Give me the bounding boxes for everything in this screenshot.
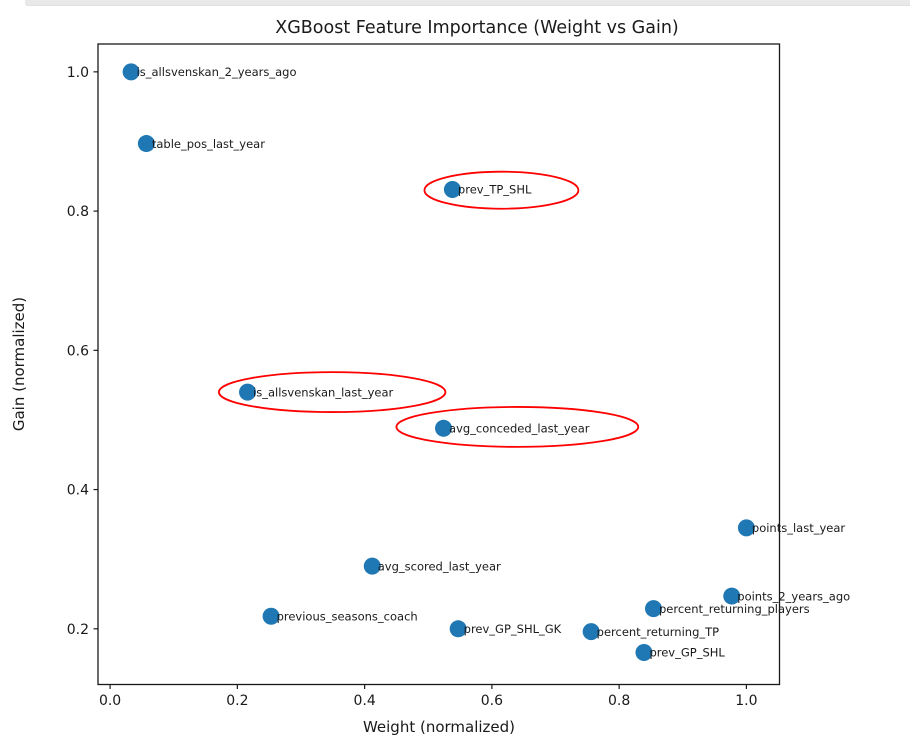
y-tick-label: 0.4 xyxy=(67,483,89,499)
x-tick-label: 0.0 xyxy=(99,693,121,709)
y-axis-label: Gain (normalized) xyxy=(10,297,28,431)
point-label-prev_GP_SHL_GK: prev_GP_SHL_GK xyxy=(464,622,562,636)
point-label-prev_TP_SHL: prev_TP_SHL xyxy=(458,183,532,197)
x-tick-label: 1.0 xyxy=(735,693,757,709)
point-label-percent_returning_TP: percent_returning_TP xyxy=(597,625,720,639)
point-label-previous_seasons_coach: previous_seasons_coach xyxy=(277,609,418,623)
data-point-percent_returning_players xyxy=(645,600,663,618)
data-point-prev_GP_SHL xyxy=(635,643,653,661)
point-label-percent_returning_players: percent_returning_players xyxy=(659,602,810,616)
point-label-avg_scored_last_year: avg_scored_last_year xyxy=(378,559,501,573)
plot-area: 0.0 0.2 0.4 0.6 0.8 1.0 0.2 0.4 0.6 0.8 1.0 is_alls… xyxy=(67,43,850,709)
highlight-ellipse-prev_TP_SHL xyxy=(423,170,580,210)
y-tick-label: 1.0 xyxy=(67,65,89,81)
data-point-avg_conceded_last_year xyxy=(435,419,453,437)
data-point-prev_GP_SHL_GK xyxy=(449,620,467,638)
chart-title: XGBoost Feature Importance (Weight vs Ga… xyxy=(275,18,679,38)
x-tick-label: 0.6 xyxy=(481,693,503,709)
x-tick-label: 0.2 xyxy=(226,693,248,709)
point-label-is_allsvenskan_2_years_ago: is_allsvenskan_2_years_ago xyxy=(137,65,297,79)
data-point-table_pos_last_year xyxy=(137,135,155,153)
plot-border xyxy=(97,43,781,686)
data-point-avg_scored_last_year xyxy=(363,557,381,575)
point-label-points_last_year: points_last_year xyxy=(752,521,845,535)
data-point-is_allsvenskan_last_year xyxy=(239,383,257,401)
x-tick-label: 0.8 xyxy=(608,693,630,709)
x-axis-label: Weight (normalized) xyxy=(363,718,515,736)
highlight-ellipse-avg_conceded_last_year xyxy=(395,406,640,448)
y-tick-label: 0.8 xyxy=(67,204,89,220)
point-label-points_2_years_ago: points_2_years_ago xyxy=(737,589,850,603)
point-label-table_pos_last_year: table_pos_last_year xyxy=(152,137,265,151)
y-tick-label: 0.2 xyxy=(67,622,89,638)
x-tick-label: 0.4 xyxy=(353,693,375,709)
data-point-prev_TP_SHL xyxy=(443,181,461,199)
data-point-points_2_years_ago xyxy=(723,587,741,605)
y-tick-label: 0.6 xyxy=(67,343,89,359)
data-point-previous_seasons_coach xyxy=(262,607,280,625)
top-ui-strip xyxy=(25,0,910,6)
point-label-avg_conceded_last_year: avg_conceded_last_year xyxy=(449,422,590,436)
data-point-points_last_year xyxy=(737,519,755,537)
point-label-is_allsvenskan_last_year: is_allsvenskan_last_year xyxy=(253,385,393,399)
highlight-ellipse-is_allsvenskan_last_year xyxy=(218,371,447,413)
point-label-prev_GP_SHL: prev_GP_SHL xyxy=(649,646,725,660)
data-point-is_allsvenskan_2_years_ago xyxy=(122,63,140,81)
data-point-percent_returning_TP xyxy=(582,623,600,641)
